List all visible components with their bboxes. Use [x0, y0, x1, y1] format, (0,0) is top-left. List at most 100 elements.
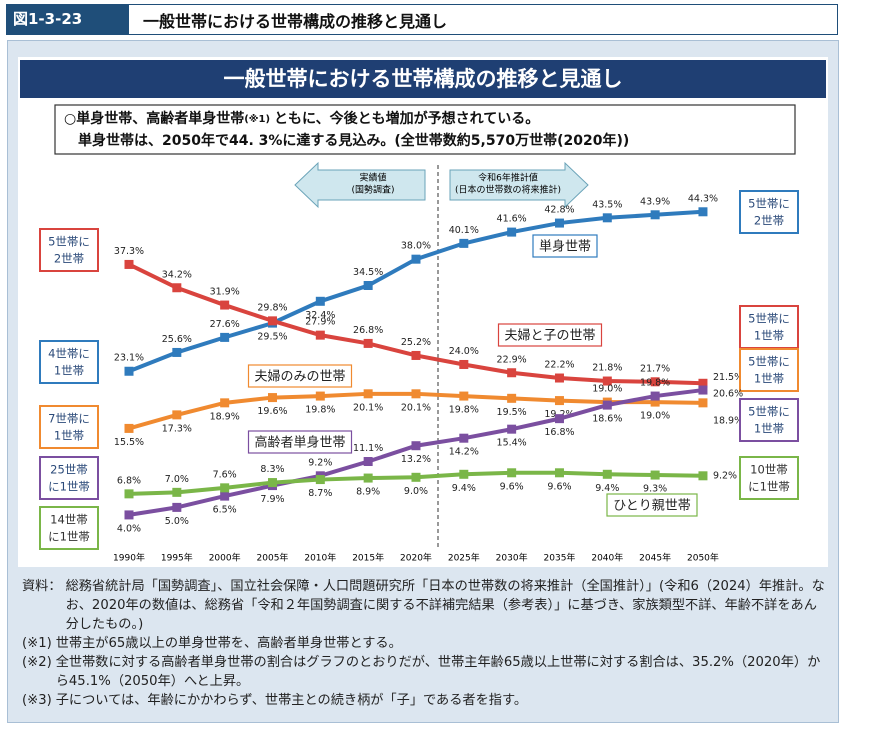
value-label: 20.1% — [401, 402, 431, 413]
value-label: 19.8% — [449, 405, 479, 416]
value-label: 15.5% — [114, 437, 144, 448]
value-label: 9.4% — [595, 483, 619, 494]
series-name-box — [606, 493, 698, 517]
point — [220, 300, 230, 310]
point — [554, 414, 564, 424]
value-label: 6.8% — [117, 475, 141, 486]
value-label: 34.5% — [353, 267, 383, 278]
side-label: 2世帯 — [754, 214, 784, 228]
series-name: 夫婦のみの世帯 — [254, 369, 345, 385]
point — [602, 400, 612, 410]
x-tick-label: 2015年 — [352, 552, 384, 564]
value-label: 20.6% — [713, 389, 743, 400]
value-label: 15.4% — [497, 438, 527, 449]
value-label: 24.0% — [449, 346, 479, 357]
value-label: 9.3% — [643, 484, 667, 495]
x-tick-label: 2020年 — [400, 552, 432, 564]
summary-box — [54, 104, 796, 155]
value-label: 8.3% — [260, 464, 284, 475]
value-label: 8.9% — [356, 487, 380, 498]
point — [315, 330, 325, 340]
side-box — [739, 348, 799, 392]
point — [267, 316, 277, 326]
note-mark: 資料： — [22, 579, 62, 594]
x-tick-label: 1990年 — [113, 552, 145, 564]
value-label: 19.0% — [640, 411, 670, 422]
period-label: (日本の世帯数の将来推計) — [455, 184, 561, 196]
summary-line: 単身世帯は、2050年で44. 3%に達する見込み。(全世帯数約5,570万世帯… — [78, 132, 629, 149]
series-name-box — [247, 430, 353, 454]
point — [315, 475, 325, 485]
point — [459, 469, 469, 479]
side-box — [39, 340, 99, 384]
note: 資料： 総務省統計局「国勢調査」、国立社会保障・人口問題研究所「日本の世帯数の将来… — [22, 577, 828, 634]
x-tick-label: 2010年 — [304, 552, 336, 564]
header-title: 一般世帯における世帯構成の推移と見通し — [143, 11, 448, 31]
value-label: 14.2% — [449, 447, 479, 458]
point — [507, 424, 517, 434]
point — [602, 376, 612, 386]
series-name-box — [497, 323, 603, 347]
value-label: 11.1% — [353, 443, 383, 454]
value-label: 9.0% — [404, 486, 428, 497]
point — [315, 391, 325, 401]
point — [267, 478, 277, 488]
point — [172, 410, 182, 420]
value-label: 21.7% — [640, 363, 670, 374]
value-label: 8.7% — [308, 488, 332, 499]
side-label: に1世帯 — [748, 480, 790, 494]
point — [554, 468, 564, 478]
point — [172, 283, 182, 293]
point — [698, 398, 708, 408]
point — [315, 296, 325, 306]
side-box — [739, 190, 799, 234]
point — [459, 359, 469, 369]
value-label: 29.8% — [257, 302, 287, 313]
value-label: 34.2% — [162, 269, 192, 280]
value-label: 44.3% — [688, 193, 718, 204]
x-tick-label: 1995年 — [161, 552, 193, 564]
point — [124, 510, 134, 520]
note-mark: (※3) — [22, 693, 52, 708]
side-label: 5世帯に — [748, 312, 790, 326]
side-label: 1世帯 — [54, 429, 84, 443]
point — [363, 338, 373, 348]
value-label: 19.8% — [305, 405, 335, 416]
period-arrow — [294, 161, 426, 209]
period-arrow — [449, 161, 589, 209]
value-label: 19.0% — [592, 384, 622, 395]
value-label: 43.5% — [592, 199, 622, 210]
value-label: 9.6% — [500, 481, 524, 492]
point — [220, 483, 230, 493]
value-label: 19.5% — [497, 407, 527, 418]
point — [267, 393, 277, 403]
point — [172, 502, 182, 512]
point — [220, 491, 230, 501]
side-label: 5世帯に — [48, 235, 90, 249]
side-label: 5世帯に — [748, 197, 790, 211]
point — [459, 238, 469, 248]
side-label: 25世帯 — [50, 463, 88, 477]
value-label: 4.0% — [117, 523, 141, 534]
x-tick-label: 2025年 — [448, 552, 480, 564]
value-label: 7.0% — [165, 474, 189, 485]
value-label: 25.2% — [401, 337, 431, 348]
note-mark: (※1) — [22, 636, 52, 651]
note-text: 子については、年齢にかかわらず、世帯主との続き柄が「子」である者を指す。 — [55, 693, 528, 708]
note: (※1) 世帯主が65歳以上の単身世帯を、高齢者単身世帯とする。 — [22, 634, 828, 653]
value-label: 32.4% — [305, 310, 335, 321]
x-tick-label: 2005年 — [257, 552, 289, 564]
value-label: 18.6% — [592, 414, 622, 425]
value-label: 20.1% — [353, 402, 383, 413]
point — [602, 213, 612, 223]
point — [650, 397, 660, 407]
side-label: に1世帯 — [48, 480, 90, 494]
side-label: 10世帯 — [750, 463, 788, 477]
title-bar — [20, 60, 826, 98]
point — [554, 373, 564, 383]
point — [411, 350, 421, 360]
point — [124, 423, 134, 433]
note: (※3) 子については、年齢にかかわらず、世帯主との続き柄が「子」である者を指す。 — [22, 691, 828, 710]
x-tick-label: 2040年 — [591, 552, 623, 564]
point — [698, 471, 708, 481]
